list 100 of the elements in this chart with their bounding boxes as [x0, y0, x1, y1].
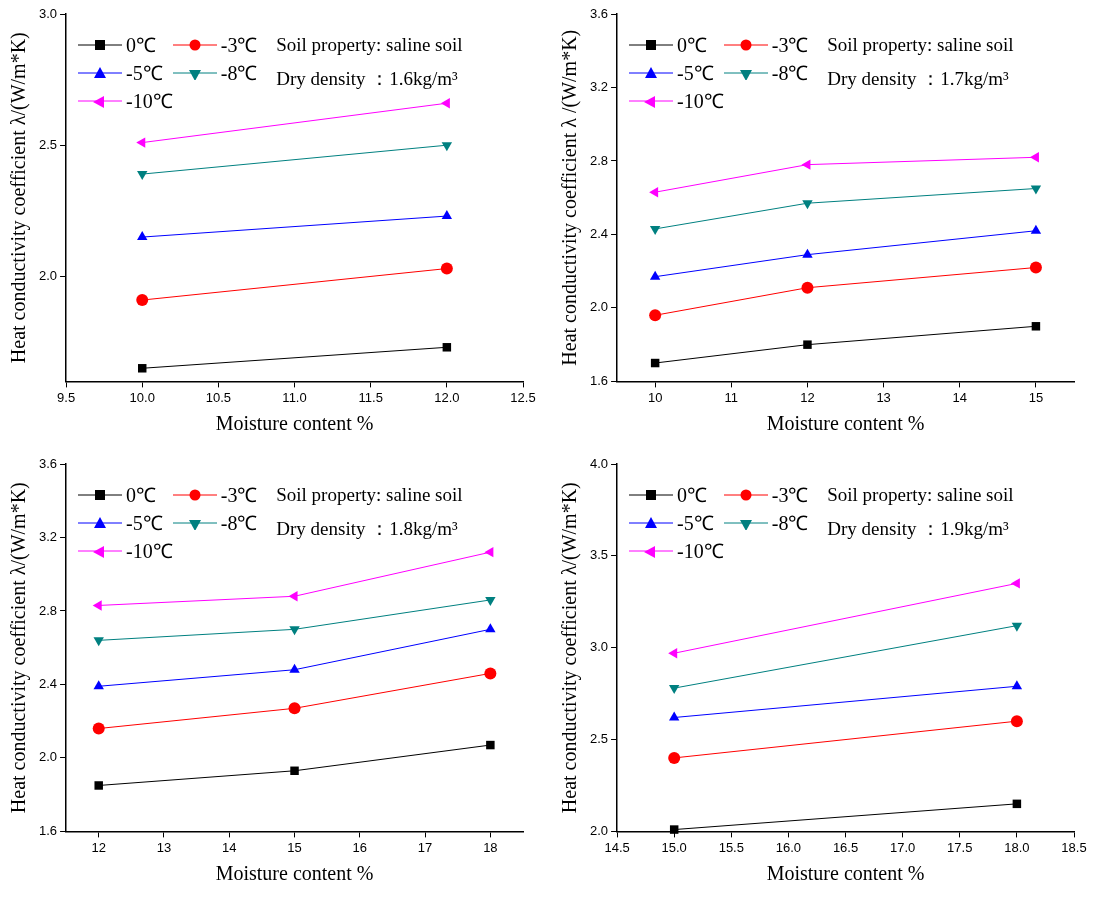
point: [1031, 322, 1041, 331]
point: [92, 600, 102, 611]
legend-label: -3℃: [220, 483, 258, 508]
annotation: Soil property: saline soil: [827, 483, 1014, 507]
x-tick-label: 14.5: [604, 839, 630, 855]
point: [669, 825, 679, 834]
legend-label: 0℃: [677, 483, 708, 508]
legend-label: -10℃: [677, 539, 724, 564]
y-tick-label: 3.0: [589, 639, 609, 655]
x-axis-title: Moisture content %: [766, 412, 925, 435]
x-tick-label: 9.5: [57, 389, 76, 405]
y-tick-label: 1.6: [38, 822, 58, 838]
y-tick-label: 3.2: [38, 529, 58, 545]
legend-label: -5℃: [126, 61, 163, 86]
point: [802, 200, 813, 210]
point: [1029, 152, 1039, 163]
point: [649, 186, 659, 198]
x-tick-label: 17.5: [947, 839, 973, 855]
x-tick-label: 18.0: [1004, 839, 1030, 855]
legend-label: 0℃: [677, 33, 708, 58]
annotation: Soil property: saline soil: [276, 33, 463, 57]
y-tick-label: 2.5: [589, 731, 609, 747]
y-tick-label: 2.8: [38, 602, 58, 618]
y-tick-label: 3.6: [589, 5, 609, 21]
legend-label: -10℃: [677, 89, 724, 114]
annotation: Dry density ：1.8kg/m³: [276, 517, 459, 541]
annotation: Soil property: saline soil: [827, 33, 1014, 57]
point: [668, 751, 681, 764]
legend-label: 0℃: [126, 483, 157, 508]
point: [94, 781, 103, 790]
y-tick-label: 2.4: [589, 226, 609, 242]
legend-label: -3℃: [220, 33, 258, 58]
legend-label: -8℃: [220, 61, 258, 86]
x-tick-label: 10.0: [129, 389, 155, 405]
point: [1029, 261, 1042, 274]
x-tick-label: 11: [724, 389, 739, 405]
annotation: Dry density ：1.9kg/m³: [827, 517, 1010, 541]
point: [289, 663, 300, 673]
point: [649, 270, 661, 280]
y-tick-label: 2.0: [589, 822, 609, 838]
point: [484, 546, 494, 558]
x-tick-label: 17: [417, 839, 433, 855]
point: [442, 343, 452, 352]
x-axis-title: Moisture content %: [766, 862, 925, 885]
x-tick-label: 16: [352, 839, 368, 855]
point: [801, 281, 814, 294]
legend-label: -3℃: [771, 483, 809, 508]
x-tick-label: 10.5: [205, 389, 232, 405]
point: [137, 364, 147, 373]
x-tick-label: 15.5: [718, 839, 744, 855]
point: [289, 626, 300, 636]
point: [92, 722, 105, 735]
y-tick-label: 1.6: [589, 372, 609, 388]
y-tick-label: 2.0: [38, 268, 58, 284]
x-tick-label: 12.5: [510, 389, 536, 405]
x-tick-label: 18: [483, 839, 498, 855]
legend-label: -10℃: [126, 89, 173, 114]
x-tick-label: 14: [222, 839, 237, 855]
x-tick-label: 12: [91, 839, 106, 855]
y-axis-title: Heat conductivity coefficient λ /(W/m*K): [558, 29, 582, 366]
legend-label: -3℃: [771, 33, 809, 58]
point: [93, 637, 104, 647]
y-tick-label: 4.0: [589, 455, 609, 471]
y-tick-label: 3.2: [589, 79, 609, 95]
point: [484, 667, 497, 680]
point: [485, 596, 496, 606]
x-tick-label: 15: [287, 839, 302, 855]
point: [649, 309, 662, 322]
y-tick-label: 2.5: [38, 136, 58, 152]
y-tick-label: 2.8: [589, 152, 609, 168]
x-tick-label: 17.0: [890, 839, 916, 855]
annotation: Dry density ：1.6kg/m³: [276, 67, 459, 91]
x-tick-label: 13: [876, 389, 891, 405]
point: [288, 702, 301, 715]
legend-label: -5℃: [126, 511, 163, 536]
point: [1030, 224, 1042, 234]
y-tick-label: 2.0: [589, 299, 609, 315]
point: [649, 225, 661, 235]
point: [1010, 715, 1023, 728]
x-tick-label: 12: [800, 389, 815, 405]
point: [440, 262, 453, 275]
x-tick-label: 15: [1028, 389, 1044, 405]
legend-label: -10℃: [126, 539, 173, 564]
legend-label: -8℃: [771, 511, 809, 536]
y-axis-title: Heat conductivity coefficient λ/(W/m*K): [558, 482, 582, 814]
x-tick-label: 11.0: [282, 389, 307, 405]
y-axis-title: Heat conductivity coefficient λ/(W/m*K): [7, 482, 31, 814]
x-axis-title: Moisture content %: [215, 862, 374, 885]
x-axis-title: Moisture content %: [215, 412, 374, 435]
y-tick-label: 3.6: [38, 455, 58, 471]
y-tick-label: 2.0: [38, 749, 58, 765]
x-tick-label: 16.0: [775, 839, 802, 855]
x-tick-label: 12.0: [434, 389, 460, 405]
point: [802, 248, 813, 258]
legend-label: -8℃: [771, 61, 809, 86]
point: [486, 740, 495, 750]
legend-label: -5℃: [677, 511, 714, 536]
annotation: Dry density ：1.7kg/m³: [827, 67, 1010, 91]
legend-label: -5℃: [677, 61, 714, 86]
point: [803, 340, 812, 349]
